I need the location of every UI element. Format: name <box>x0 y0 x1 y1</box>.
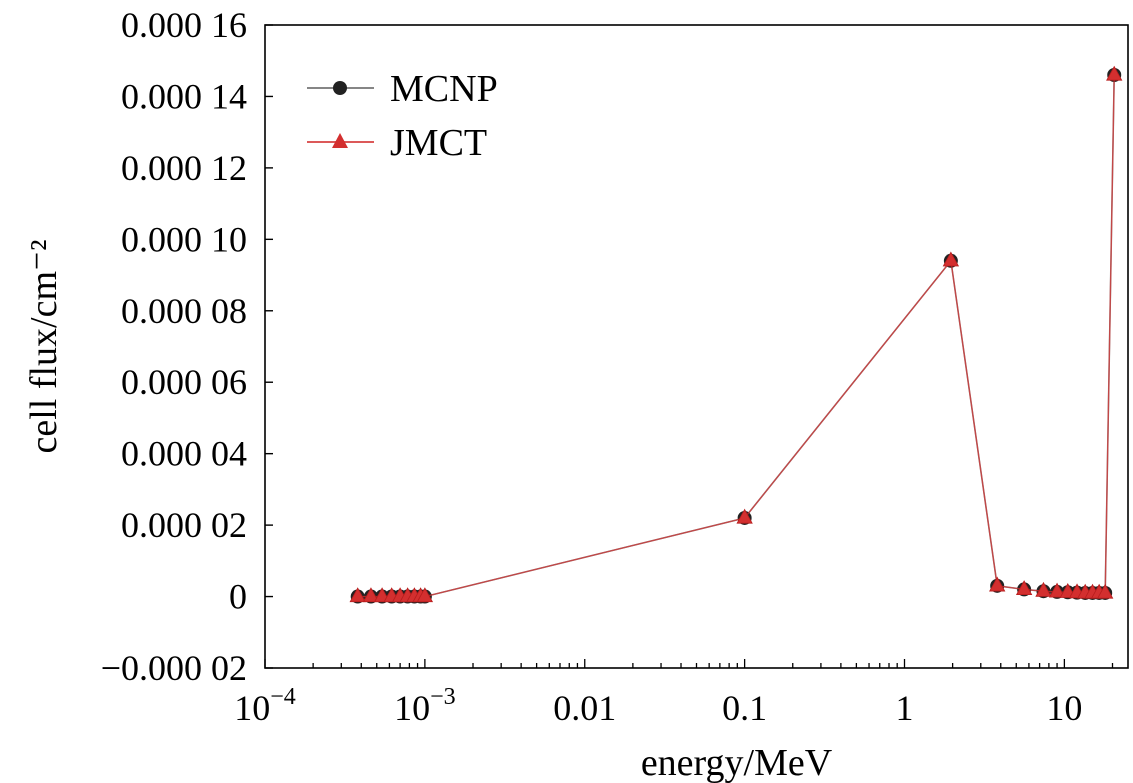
y-tick-label: 0 <box>229 577 247 617</box>
data-point-jmct <box>736 508 753 524</box>
x-tick-label: 10−3 <box>394 684 456 728</box>
y-axis-title: cell flux/cm⁻² <box>23 240 65 454</box>
x-tick-label: 0.01 <box>553 688 616 728</box>
x-tick-label: 1 <box>896 688 914 728</box>
x-tick-label: 10−4 <box>234 684 296 728</box>
legend-label-mcnp: MCNP <box>390 68 498 110</box>
y-tick-label: 0.000 08 <box>121 291 247 331</box>
legend-marker-jmct <box>332 133 348 148</box>
y-tick-label: 0.000 16 <box>121 5 247 45</box>
data-point-jmct <box>1015 580 1033 596</box>
y-tick-label: 0.000 14 <box>121 76 247 116</box>
data-point-jmct <box>989 576 1006 592</box>
y-tick-label: −0.000 02 <box>101 648 247 688</box>
legend-label-jmct: JMCT <box>390 122 487 164</box>
data-point-jmct <box>1035 581 1052 597</box>
data-point-jmct <box>942 251 960 267</box>
legend-marker-mcnp <box>333 81 347 95</box>
y-tick-label: 0.000 04 <box>121 434 247 474</box>
x-tick-label: 10 <box>1046 688 1082 728</box>
y-tick-label: 0.000 12 <box>121 148 247 188</box>
data-point-jmct <box>1097 583 1114 599</box>
data-point-jmct <box>362 587 380 603</box>
data-point-jmct <box>1048 582 1066 598</box>
data-point-jmct <box>1106 65 1123 81</box>
y-tick-label: 0.000 02 <box>121 505 247 545</box>
data-point-jmct <box>349 587 366 603</box>
y-tick-label: 0.000 10 <box>121 219 247 259</box>
y-tick-label: 0.000 06 <box>121 362 247 402</box>
data-point-jmct <box>416 587 434 603</box>
x-axis-title: energy/MeV <box>641 742 833 783</box>
x-tick-label: 0.1 <box>722 688 767 728</box>
